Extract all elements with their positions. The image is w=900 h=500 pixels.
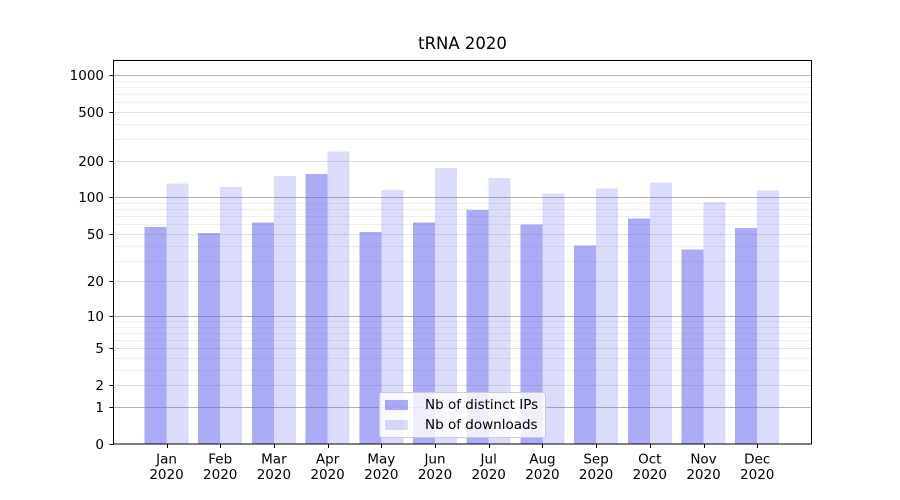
y-tick-label-0: 0 [95, 437, 104, 453]
y-tick-label-1: 1 [95, 400, 104, 416]
bar-nb-of-distinct-ips-Jun [413, 222, 435, 444]
bar-nb-of-downloads-Mar [273, 176, 296, 444]
plot-border [113, 60, 812, 445]
y-tick-label-20: 20 [87, 274, 104, 290]
y-tick-label-5: 5 [95, 341, 104, 357]
legend-label-downloads: Nb of downloads [425, 417, 538, 433]
bar-nb-of-distinct-ips-Aug [520, 224, 543, 444]
x-tick-label-Aug: Aug 2020 [525, 452, 559, 484]
bar-nb-of-downloads-Jul [488, 177, 511, 445]
x-tick-label-Sep: Sep 2020 [579, 452, 613, 484]
legend-swatch-distinct-ips [385, 400, 408, 410]
bar-nb-of-downloads-Jun [435, 167, 457, 445]
bar-nb-of-distinct-ips-Jan [144, 227, 167, 444]
x-tick-label-Jul: Jul 2020 [472, 452, 506, 484]
chart-title: tRNA 2020 [418, 34, 507, 53]
bar-nb-of-distinct-ips-Jul [466, 209, 489, 444]
bar-nb-of-distinct-ips-Nov [681, 249, 704, 444]
x-axis: Jan 2020 Feb 2020 Mar 2020 Apr 2020 May 2020 Jun 20… [149, 444, 774, 483]
bar-nb-of-distinct-ips-Mar [251, 222, 274, 444]
y-axis: 0 1 2 5 10 20 50 100 200 500 1000 [70, 68, 114, 453]
legend-swatch-downloads [385, 420, 408, 430]
bar-nb-of-distinct-ips-May [359, 231, 382, 444]
legend-row-distinct-ips: Nb of distinct IPs [385, 397, 538, 413]
x-tick-label-Dec: Dec 2020 [740, 452, 774, 484]
y-tick-label-50: 50 [87, 227, 104, 243]
bar-nb-of-downloads-Aug [542, 193, 565, 444]
y-tick-label-2: 2 [95, 378, 104, 394]
legend-row-downloads: Nb of downloads [385, 417, 538, 433]
y-tick-label-200: 200 [78, 154, 104, 170]
bar-nb-of-distinct-ips-Apr [305, 174, 328, 444]
bars-nb-of-distinct-ips [144, 174, 758, 444]
x-tick-label-May: May 2020 [364, 452, 398, 484]
x-tick-label-Apr: Apr 2020 [310, 452, 344, 484]
bar-nb-of-distinct-ips-Feb [198, 232, 221, 444]
gridlines [113, 75, 812, 408]
bar-nb-of-downloads-Apr [327, 151, 350, 444]
bars-nb-of-downloads [166, 151, 780, 445]
x-tick-label-Mar: Mar 2020 [257, 452, 291, 484]
bar-nb-of-distinct-ips-Oct [627, 218, 650, 444]
bar-nb-of-distinct-ips-Dec [735, 228, 758, 444]
bar-nb-of-downloads-Dec [757, 190, 780, 444]
x-tick-label-Feb: Feb 2020 [203, 452, 237, 484]
bar-nb-of-distinct-ips-Sep [574, 245, 597, 444]
x-tick-label-Jun: Jun 2020 [418, 452, 452, 484]
bar-nb-of-downloads-Feb [220, 186, 243, 444]
bar-nb-of-downloads-Nov [703, 201, 726, 444]
legend-label-distinct-ips: Nb of distinct IPs [425, 397, 539, 413]
y-tick-label-1000: 1000 [70, 68, 104, 84]
legend: Nb of distinct IPs Nb of downloads [379, 392, 547, 438]
y-tick-label-10: 10 [87, 309, 104, 325]
y-tick-label-500: 500 [78, 105, 104, 121]
bar-nb-of-downloads-Oct [649, 182, 672, 444]
bar-nb-of-downloads-Jan [166, 183, 189, 444]
y-tick-label-100: 100 [78, 190, 104, 206]
x-tick-label-Oct: Oct 2020 [633, 452, 667, 484]
x-tick-label-Nov: Nov 2020 [686, 452, 720, 484]
bar-nb-of-downloads-Sep [596, 188, 619, 444]
bar-nb-of-downloads-May [381, 190, 404, 444]
x-tick-label-Jan: Jan 2020 [149, 452, 183, 484]
